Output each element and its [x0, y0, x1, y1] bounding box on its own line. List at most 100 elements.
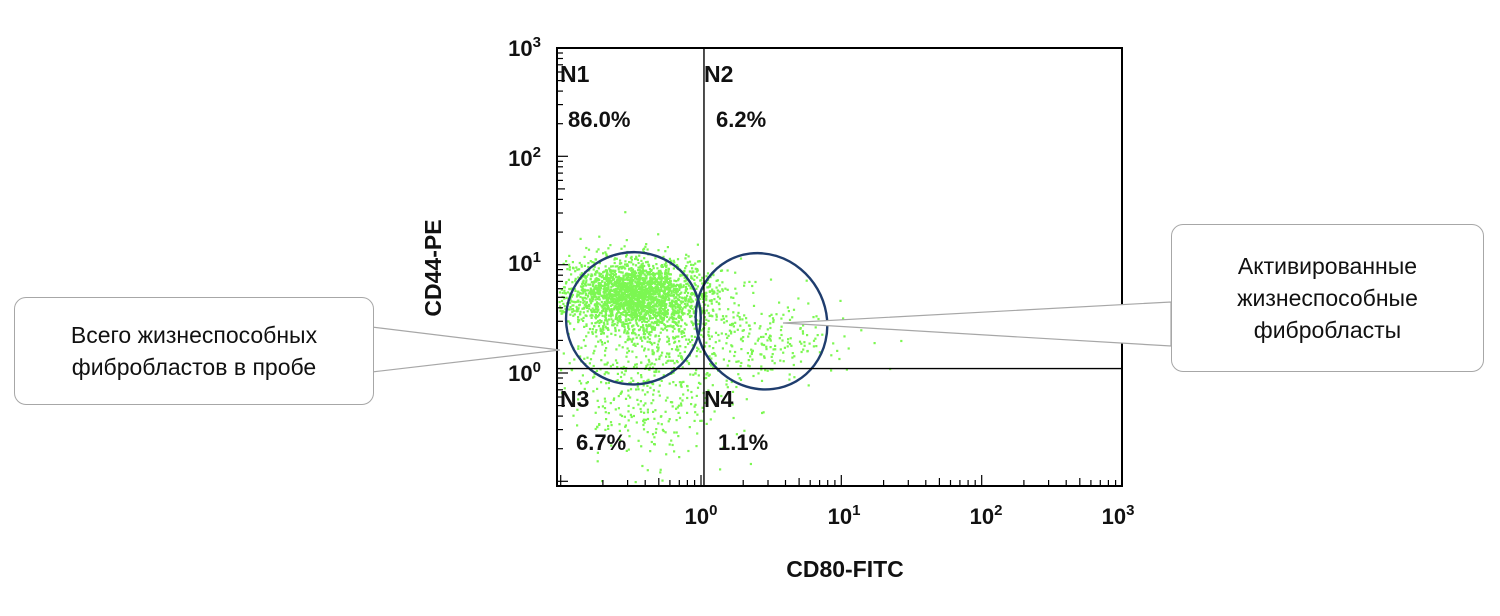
data-point [594, 331, 597, 334]
data-point [782, 360, 785, 363]
data-point [653, 436, 656, 439]
data-point [618, 423, 621, 426]
data-point [637, 302, 640, 306]
data-point [812, 316, 815, 319]
data-point [691, 396, 694, 399]
data-point [626, 295, 629, 298]
data-point [674, 384, 677, 387]
data-point [643, 331, 646, 334]
data-point [786, 341, 790, 344]
data-point [664, 286, 667, 289]
data-point [602, 284, 605, 287]
data-point [660, 285, 663, 288]
data-point [579, 237, 582, 240]
data-point [614, 306, 618, 309]
data-point [607, 283, 610, 287]
data-point [611, 324, 614, 327]
data-point [622, 291, 625, 294]
data-point [599, 289, 602, 292]
data-point [642, 281, 645, 285]
data-point [591, 261, 594, 264]
data-point [718, 297, 721, 300]
data-point [657, 348, 660, 351]
data-point [579, 295, 582, 299]
data-point [649, 363, 652, 366]
data-point [616, 324, 619, 327]
data-point [627, 419, 630, 422]
data-point [705, 393, 708, 396]
data-point [700, 329, 703, 332]
data-point [619, 307, 622, 311]
data-point [594, 273, 597, 276]
data-point [663, 327, 667, 330]
data-point [620, 371, 623, 374]
data-point [659, 283, 662, 286]
data-point [693, 282, 696, 285]
data-point [639, 407, 642, 411]
data-point [678, 304, 682, 307]
data-point [639, 287, 642, 290]
data-point [666, 360, 669, 363]
data-point [628, 302, 631, 305]
data-point [678, 310, 681, 313]
data-point [670, 259, 673, 262]
data-point [654, 303, 657, 306]
data-point [563, 311, 566, 314]
data-point [684, 288, 688, 291]
data-point [604, 314, 607, 317]
data-point [638, 318, 641, 321]
data-point [589, 302, 593, 305]
data-point [569, 298, 572, 301]
data-point [713, 298, 716, 301]
data-point [807, 302, 810, 305]
data-point [636, 385, 639, 388]
data-point [595, 284, 598, 287]
data-point [601, 480, 604, 483]
data-point [626, 287, 629, 290]
data-point [655, 358, 658, 361]
data-point [616, 379, 619, 382]
data-point [578, 379, 581, 383]
data-point [652, 298, 655, 301]
data-point [667, 297, 670, 300]
data-point [660, 265, 663, 268]
data-point [629, 321, 632, 324]
data-point [644, 418, 647, 421]
data-point [616, 319, 619, 322]
data-point [739, 324, 742, 327]
data-point [622, 311, 625, 314]
data-point [662, 429, 665, 433]
data-point [579, 273, 582, 276]
data-point [772, 319, 775, 322]
data-point [635, 307, 638, 310]
data-point [625, 449, 628, 452]
data-point [575, 305, 578, 308]
data-point [644, 380, 647, 384]
data-point [596, 387, 599, 390]
data-point [654, 285, 657, 288]
data-point [735, 292, 738, 295]
data-point [677, 298, 681, 301]
data-point [607, 247, 610, 250]
data-point [659, 320, 662, 323]
data-point [578, 303, 581, 306]
data-point [628, 273, 631, 276]
data-point [647, 358, 650, 361]
data-point [601, 280, 604, 283]
data-point [783, 346, 786, 349]
data-point [620, 293, 623, 296]
data-point [630, 305, 633, 308]
data-point [582, 279, 585, 283]
data-point [806, 334, 809, 337]
data-point [677, 435, 680, 438]
data-point [602, 307, 605, 310]
data-point [716, 292, 719, 295]
data-point [616, 287, 619, 290]
data-point [628, 305, 632, 308]
data-point [610, 294, 613, 297]
data-point [648, 281, 651, 285]
data-point [706, 272, 710, 275]
data-point [597, 289, 600, 292]
data-point [634, 291, 637, 294]
data-point [696, 285, 699, 288]
